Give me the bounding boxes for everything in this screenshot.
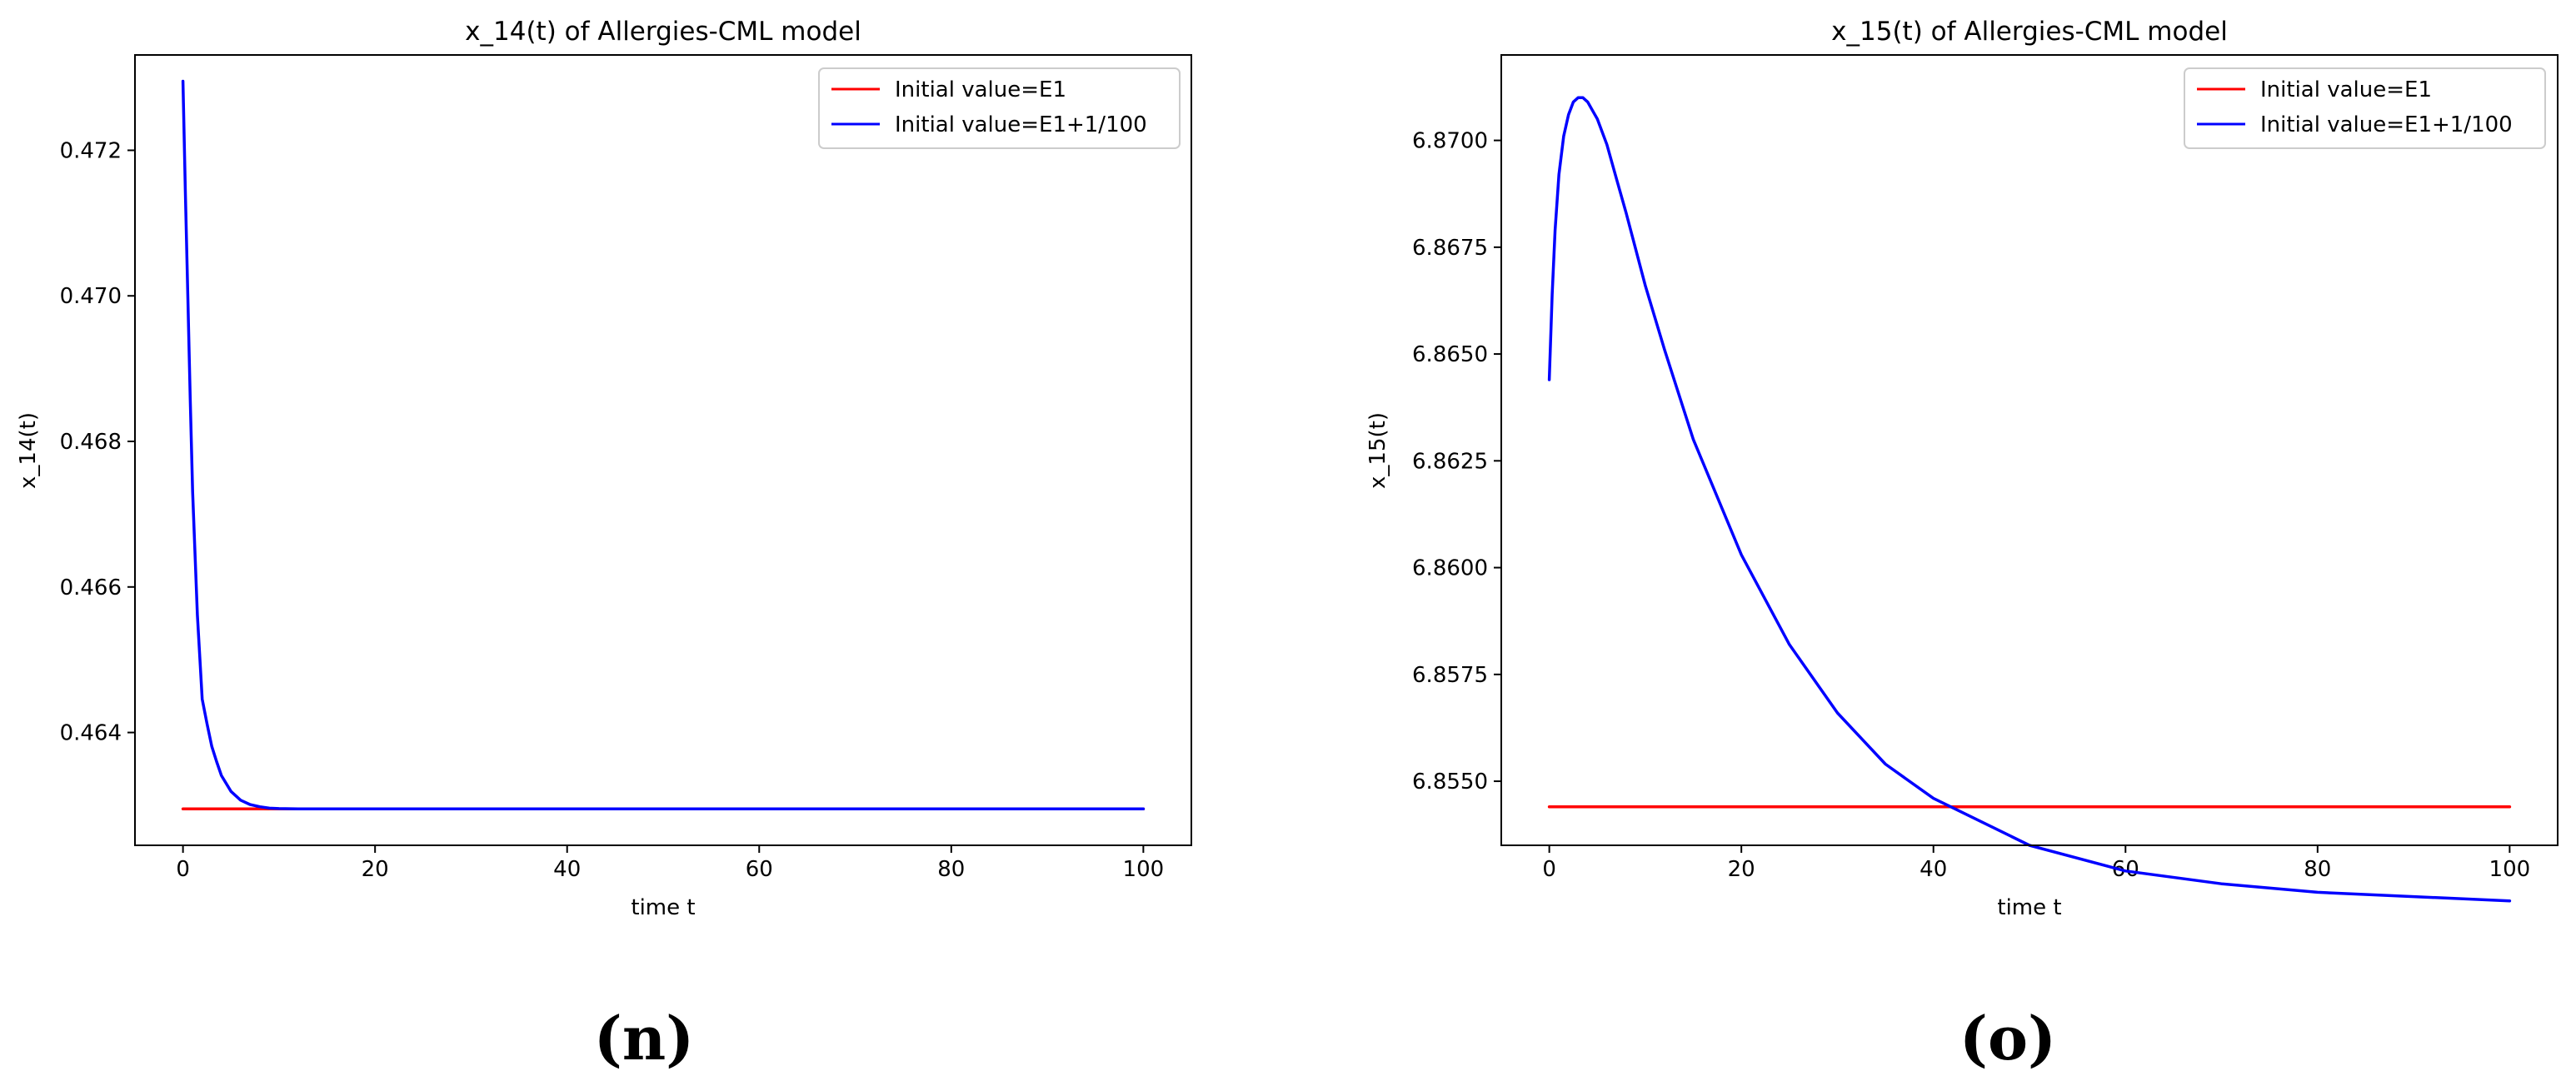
legend-label-e1-perturbed: Initial value=E1+1/100: [895, 112, 1147, 137]
y-tick-label: 6.8625: [1412, 449, 1488, 474]
plot-frame: [134, 54, 1192, 846]
y-tick-label: 6.8575: [1412, 663, 1488, 688]
series-line-e1-perturbed: [181, 79, 1146, 811]
chart-x15: x_15(t) of Allergies-CML model time t x_…: [1365, 17, 2559, 920]
legend: Initial value=E1 Initial value=E1+1/100: [818, 67, 1181, 149]
series-line-e1-perturbed: [1547, 96, 2512, 903]
x-tick-label: 20: [362, 857, 389, 882]
chart-x14: x_14(t) of Allergies-CML model time t x_…: [16, 17, 1192, 920]
y-tick-label: 6.8550: [1412, 770, 1488, 795]
x-tick-label: 80: [2304, 857, 2331, 882]
legend-label-e1-perturbed: Initial value=E1+1/100: [2260, 112, 2513, 137]
legend-box: [2184, 67, 2546, 149]
x-tick-label: 100: [1123, 857, 1165, 882]
x-tick-label: 40: [1920, 857, 1947, 882]
subfigure-label-n: (n): [594, 1003, 694, 1074]
y-tick-label: 6.8650: [1412, 342, 1488, 367]
x-tick-label: 80: [937, 857, 965, 882]
plot-frame: [1500, 54, 2559, 846]
chart-title: x_15(t) of Allergies-CML model: [1831, 17, 2228, 47]
legend-box: [818, 67, 1181, 149]
x-tick-label: 40: [553, 857, 581, 882]
legend-label-e1: Initial value=E1: [895, 77, 1066, 102]
plot-lines: [181, 79, 1146, 811]
y-ticks: 0.464 0.466 0.468 0.470 0.472: [60, 138, 135, 746]
y-ticks: 6.8550 6.8575 6.8600 6.8625 6.8650 6.8675 6.87…: [1412, 129, 1501, 795]
y-tick-label: 0.466: [60, 575, 122, 600]
x-tick-label: 0: [1542, 857, 1556, 882]
y-tick-label: 6.8600: [1412, 556, 1488, 581]
y-tick-label: 0.470: [60, 284, 122, 309]
y-tick-label: 6.8700: [1412, 129, 1488, 154]
x-tick-label: 60: [746, 857, 773, 882]
x-ticks: 0 20 40 60 80 100: [1542, 845, 2530, 882]
x-tick-label: 20: [1728, 857, 1755, 882]
x-tick-label: 100: [2489, 857, 2531, 882]
x-axis-label: time t: [631, 895, 695, 920]
subfigure-label-o: (o): [1959, 1003, 2056, 1074]
legend-label-e1: Initial value=E1: [2260, 77, 2432, 102]
x-ticks: 0 20 40 60 80 100: [176, 845, 1164, 882]
y-tick-label: 0.472: [60, 138, 122, 163]
x-tick-label: 0: [176, 857, 190, 882]
y-tick-label: 0.468: [60, 430, 122, 455]
plot-lines: [1547, 96, 2512, 903]
chart-title: x_14(t) of Allergies-CML model: [465, 17, 861, 47]
y-tick-label: 0.464: [60, 721, 122, 746]
y-axis-label: x_14(t): [16, 412, 41, 489]
y-tick-label: 6.8675: [1412, 236, 1488, 261]
y-axis-label: x_15(t): [1365, 412, 1390, 489]
legend: Initial value=E1 Initial value=E1+1/100: [2184, 67, 2546, 149]
x-axis-label: time t: [1997, 895, 2061, 920]
